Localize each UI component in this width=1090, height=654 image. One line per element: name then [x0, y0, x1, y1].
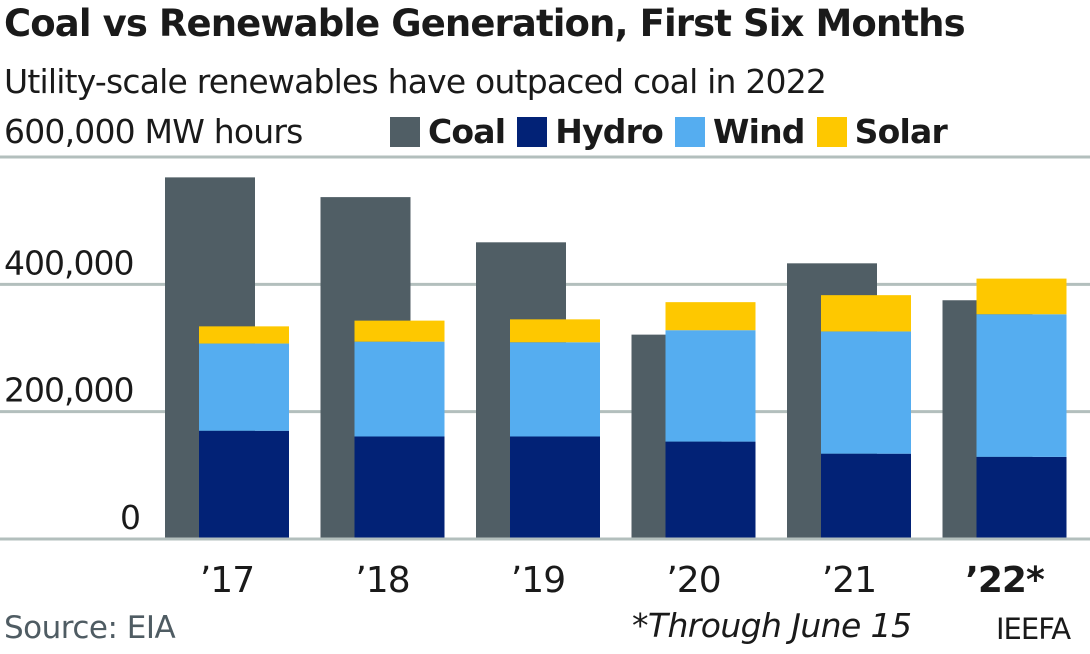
legend-label-coal: Coal	[428, 112, 506, 151]
bar-solar-0	[199, 326, 289, 344]
chart-title: Coal vs Renewable Generation, First Six …	[4, 2, 966, 45]
bar-solar-2	[510, 319, 600, 343]
bar-wind-2	[510, 342, 600, 437]
legend-swatch-solar	[816, 116, 847, 147]
y-tick-label: 200,000	[4, 371, 133, 410]
y-axis-ticks: 0 200,000 400,000	[4, 243, 141, 537]
bar-hydro-5	[976, 456, 1067, 539]
legend-item-solar: Solar	[816, 112, 948, 151]
legend-label-hydro: Hydro	[555, 112, 664, 151]
bar-hydro-2	[510, 436, 600, 539]
y-tick-label: 400,000	[4, 243, 133, 282]
bar-hydro-1	[354, 436, 445, 539]
bar-wind-1	[354, 341, 445, 437]
y-tick-label: 0	[120, 498, 140, 537]
x-tick-label: ’20	[666, 560, 720, 601]
bar-wind-5	[976, 314, 1067, 457]
legend: Coal Hydro Wind Solar	[390, 112, 959, 151]
bar-hydro-4	[821, 453, 911, 539]
x-tick-label: ’21	[822, 560, 876, 601]
bar-solar-3	[665, 302, 756, 331]
legend-label-solar: Solar	[854, 112, 948, 151]
bar-solar-1	[354, 320, 445, 342]
bar-hydro-3	[665, 441, 756, 539]
legend-swatch-wind	[674, 116, 705, 147]
footnote: *Through June 15	[632, 606, 912, 645]
legend-item-hydro: Hydro	[517, 112, 664, 151]
bar-wind-4	[821, 331, 911, 454]
legend-item-wind: Wind	[674, 112, 805, 151]
bars	[165, 177, 1067, 540]
bar-solar-5	[976, 278, 1067, 315]
publisher-credit: IEEFA	[996, 612, 1071, 646]
x-tick-label: ’19	[511, 560, 565, 601]
source-note: Source: EIA	[4, 610, 176, 646]
legend-label-wind: Wind	[712, 112, 805, 151]
bar-solar-4	[821, 295, 911, 332]
x-tick-label: ’22*	[965, 560, 1045, 601]
y-axis-unit-label: 600,000 MW hours	[4, 112, 303, 151]
bar-wind-3	[665, 330, 756, 442]
chart-subtitle: Utility-scale renewables have outpaced c…	[4, 62, 827, 101]
x-axis-ticks: ’17 ’18 ’19 ’20 ’21 ’22*	[200, 560, 1046, 601]
bar-hydro-0	[199, 430, 289, 539]
legend-item-coal: Coal	[390, 112, 506, 151]
legend-swatch-coal	[390, 116, 420, 147]
x-tick-label: ’17	[200, 560, 254, 601]
x-tick-label: ’18	[355, 560, 409, 601]
bar-wind-0	[199, 343, 289, 431]
legend-swatch-hydro	[517, 116, 548, 147]
